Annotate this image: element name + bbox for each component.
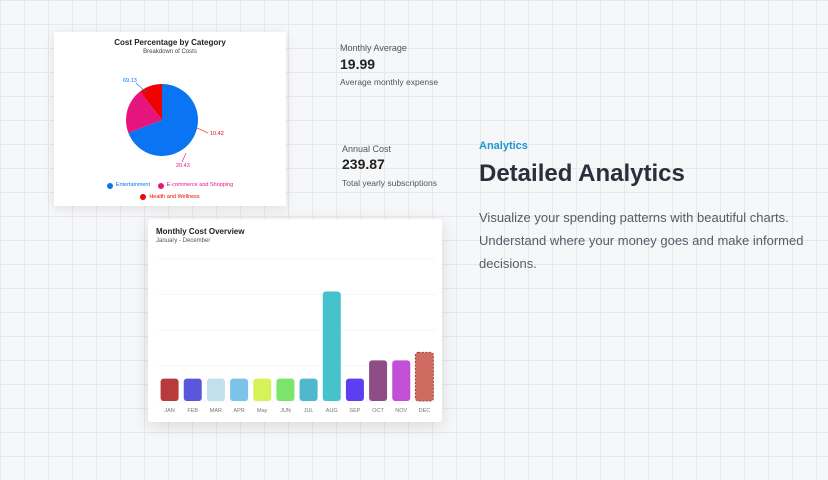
legend-item-entertainment[interactable]: Entertainment [106,181,151,190]
bar-jul[interactable] [299,378,318,401]
bar-mar[interactable] [206,378,225,401]
x-tick-label: SEP [349,408,360,414]
stat-label: Monthly Average [340,43,407,53]
x-tick-label: OCT [372,408,384,414]
bar-nov[interactable] [392,360,411,401]
bar-chart-subtitle: January - December [156,238,211,244]
stat-description: Average monthly expense [340,77,439,87]
legend-dot-icon [157,182,164,189]
legend-label: Health and Wellness [149,193,200,200]
stat-label: Annual Cost [342,144,392,154]
pie-label-ecommerce: 20.43 [176,163,190,169]
pie-chart-card: Cost Percentage by Category Breakdown of… [54,32,286,206]
pie-slice-ecommerce[interactable] [126,91,162,133]
pie-label-entertainment: 69.13 [123,78,137,84]
bar-may[interactable] [253,378,272,401]
stat-value: 239.87 [342,156,385,172]
bar-aug[interactable] [322,291,341,401]
legend-label: E-commerce and Shopping [166,182,234,188]
bar-jan[interactable] [160,378,179,401]
pie-chart-title: Cost Percentage by Category [114,38,226,47]
section-eyebrow: Analytics [479,140,528,152]
bar-sep[interactable] [345,378,364,401]
x-tick-label: JAN [164,408,174,414]
pie-leader-line [181,152,187,163]
stat-description: Total yearly subscriptions [342,178,437,188]
x-tick-label: FEB [187,408,198,414]
x-tick-label: DEC [419,408,431,414]
x-tick-label: JUL [304,408,314,414]
pie-leader-line [196,127,209,134]
stat-value: 19.99 [340,56,376,72]
pie-slice-entertainment[interactable] [128,84,198,156]
pie-leader-line [135,82,147,93]
legend-item-health[interactable]: Health and Wellness [140,193,200,202]
pie-chart: 69.13 10.42 20.43 [123,78,224,169]
x-tick-label: May [257,408,268,414]
annual-cost-stat: Annual Cost 239.87 Total yearly subscrip… [330,134,450,212]
legend-label: Entertainment [115,182,151,188]
monthly-average-stat: Monthly Average 19.99 Average monthly ex… [330,32,450,110]
bar-chart-title: Monthly Cost Overview [156,227,245,236]
section-body: Visualize your spending patterns with be… [479,210,804,271]
pie-chart-subtitle: Breakdown of Costs [143,49,197,55]
pie-label-health: 10.42 [210,131,224,137]
x-tick-label: NOV [395,408,407,414]
bar-chart: JAN FEB MAR APR May JUN JUL AUG SEP OCT NOV DEC [158,258,436,414]
x-tick-label: AUG [326,408,338,414]
x-tick-label: JUN [280,408,291,414]
section-headline: Detailed Analytics [479,160,685,187]
legend-dot-icon [106,182,113,189]
bar-oct[interactable] [369,360,388,401]
pie-slice-health[interactable] [140,84,162,120]
bar-chart-card: Monthly Cost Overview January - December… [148,219,442,422]
legend-dot-icon [140,194,147,200]
bar-dec[interactable] [414,351,434,402]
x-tick-label: APR [233,408,244,414]
legend-item-ecommerce[interactable]: E-commerce and Shopping [157,181,234,190]
bar-jun[interactable] [276,378,295,401]
pie-legend: Entertainment E-commerce and Shopping He… [54,181,286,204]
bar-feb[interactable] [183,378,202,401]
x-tick-label: MAR [210,408,222,414]
bar-apr[interactable] [230,378,249,401]
